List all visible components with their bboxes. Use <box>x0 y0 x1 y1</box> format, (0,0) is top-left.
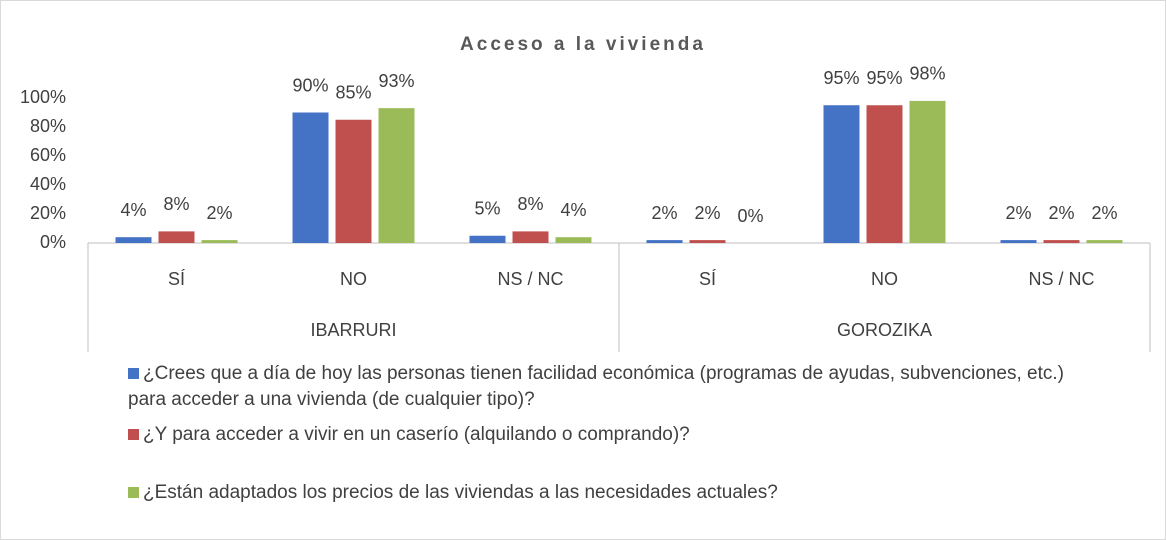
bar <box>158 231 195 243</box>
x-tick-label: SÍ <box>699 269 716 289</box>
bar <box>823 105 860 243</box>
data-label: 98% <box>909 64 945 84</box>
legend-label: ¿Crees que a día de hoy las personas tie… <box>128 363 1064 410</box>
data-label: 2% <box>651 203 677 223</box>
bar <box>115 237 152 243</box>
data-label: 2% <box>694 203 720 223</box>
legend-item: ¿Y para acceder a vivir en un caserío (a… <box>128 422 1088 448</box>
legend-item: ¿Están adaptados los precios de las vivi… <box>128 480 1088 506</box>
data-label: 2% <box>206 203 232 223</box>
bar <box>866 105 903 243</box>
group-label: IBARRURI <box>310 320 396 340</box>
data-label: 4% <box>120 200 146 220</box>
bar <box>555 237 592 243</box>
legend-label: ¿Y para acceder a vivir en un caserío (a… <box>143 424 690 445</box>
bar <box>1043 240 1080 243</box>
bar <box>378 108 415 244</box>
legend-swatch <box>128 487 139 498</box>
bar <box>469 235 506 243</box>
bar <box>512 231 549 243</box>
y-tick-label: 100% <box>20 87 66 107</box>
data-label: 85% <box>335 83 371 103</box>
y-tick-label: 80% <box>30 116 66 136</box>
data-label: 90% <box>292 75 328 95</box>
bar <box>1086 240 1123 243</box>
data-label: 95% <box>866 68 902 88</box>
data-label: 95% <box>823 68 859 88</box>
y-tick-label: 40% <box>30 174 66 194</box>
y-tick-label: 60% <box>30 145 66 165</box>
data-label: 8% <box>517 194 543 214</box>
x-tick-label: SÍ <box>168 269 185 289</box>
y-tick-label: 20% <box>30 203 66 223</box>
y-tick-label: 0% <box>40 232 66 252</box>
legend-label: ¿Están adaptados los precios de las vivi… <box>143 482 778 503</box>
chart-title: Acceso a la vivienda <box>460 34 706 55</box>
data-label: 4% <box>560 200 586 220</box>
group-label: GOROZIKA <box>837 320 932 340</box>
data-label: 5% <box>474 199 500 219</box>
x-tick-label: NS / NC <box>1028 269 1094 289</box>
bar <box>201 240 238 243</box>
x-tick-label: NO <box>871 269 898 289</box>
data-label: 0% <box>737 206 763 226</box>
bar <box>292 112 329 243</box>
bar <box>909 100 946 244</box>
x-tick-label: NO <box>340 269 367 289</box>
data-label: 2% <box>1091 203 1117 223</box>
legend-item: ¿Crees que a día de hoy las personas tie… <box>128 361 1088 413</box>
legend-swatch <box>128 368 139 379</box>
legend-swatch <box>128 429 139 440</box>
data-label: 8% <box>163 194 189 214</box>
x-tick-label: NS / NC <box>497 269 563 289</box>
bar <box>1000 240 1037 243</box>
data-label: 93% <box>378 71 414 91</box>
data-label: 2% <box>1005 203 1031 223</box>
bar <box>646 240 683 243</box>
bar <box>335 119 372 243</box>
bar <box>689 240 726 243</box>
data-label: 2% <box>1048 203 1074 223</box>
